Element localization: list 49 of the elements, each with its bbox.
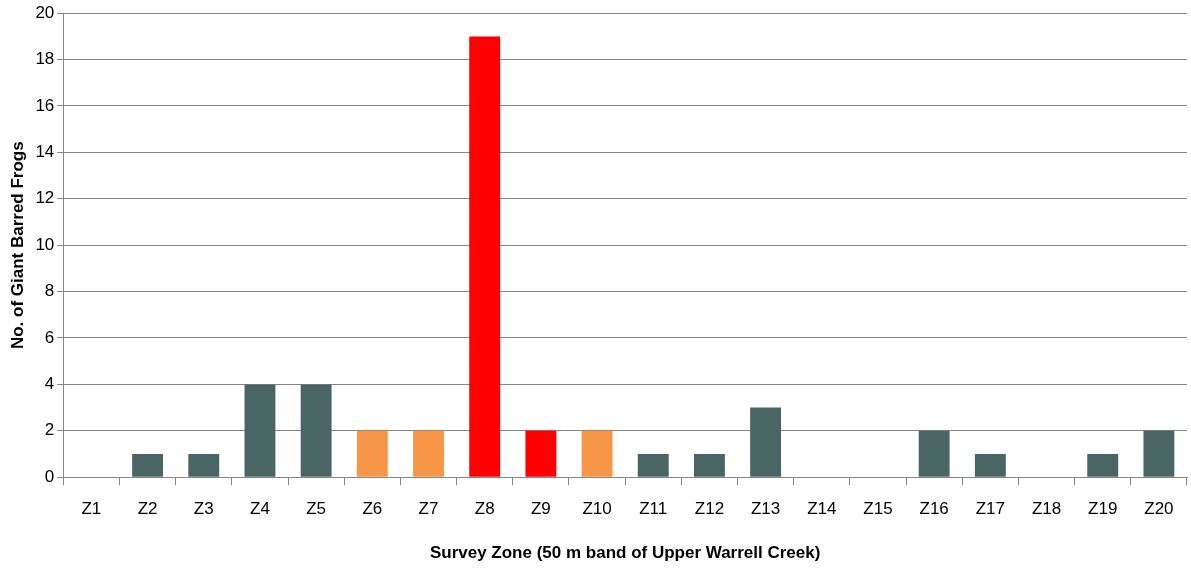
bar: [1143, 430, 1175, 477]
y-tick-label: 12: [35, 188, 55, 208]
bar: [525, 430, 557, 477]
bar: [750, 407, 782, 477]
x-tick-label: Z3: [193, 499, 214, 519]
y-tick-label: 2: [44, 420, 55, 440]
y-tick-label: 18: [35, 49, 55, 69]
y-tick-label: 0: [44, 466, 55, 486]
x-tick-label: Z9: [530, 499, 551, 519]
bar: [413, 430, 444, 477]
y-tick-label: 6: [44, 327, 55, 347]
x-axis-title: Survey Zone (50 m band of Upper Warrell Creek): [429, 543, 821, 563]
bar: [356, 430, 388, 477]
x-tick-label: Z6: [362, 499, 383, 519]
y-tick-label: 20: [35, 2, 55, 22]
bar: [300, 384, 332, 477]
bar: [1087, 454, 1119, 477]
x-tick-label: Z19: [1088, 499, 1118, 519]
y-tick-label: 14: [35, 142, 55, 162]
x-tick-label: Z17: [975, 499, 1005, 519]
x-tick-label: Z7: [418, 499, 439, 519]
y-axis-title: No. of Giant Barred Frogs: [7, 141, 27, 350]
x-tick-label: Z10: [582, 499, 612, 519]
bar: [244, 384, 276, 477]
y-tick-label: 10: [35, 234, 55, 254]
bar: [693, 454, 725, 477]
x-tick-label: Z20: [1144, 499, 1174, 519]
x-tick-label: Z14: [807, 499, 837, 519]
x-tick-label: Z1: [81, 499, 102, 519]
bar: [974, 454, 1006, 477]
x-tick-label: Z2: [137, 499, 158, 519]
x-tick-label: Z15: [863, 499, 893, 519]
x-tick-label: Z5: [306, 499, 327, 519]
x-tick-label: Z13: [750, 499, 781, 519]
bar: [188, 454, 220, 477]
x-tick-label: Z4: [250, 499, 270, 519]
bar: [469, 36, 501, 477]
bar: [918, 430, 950, 477]
y-tick-label: 4: [44, 374, 55, 394]
y-tick-label: 8: [44, 281, 55, 301]
bar: [132, 454, 164, 477]
x-tick-label: Z18: [1031, 499, 1062, 519]
y-tick-label: 16: [35, 95, 55, 115]
x-tick-label: Z8: [474, 499, 495, 519]
bar: [581, 430, 613, 477]
x-tick-label: Z12: [694, 499, 725, 519]
bar: [637, 454, 669, 477]
x-tick-label: Z11: [639, 499, 668, 519]
x-tick-label: Z16: [919, 499, 949, 519]
